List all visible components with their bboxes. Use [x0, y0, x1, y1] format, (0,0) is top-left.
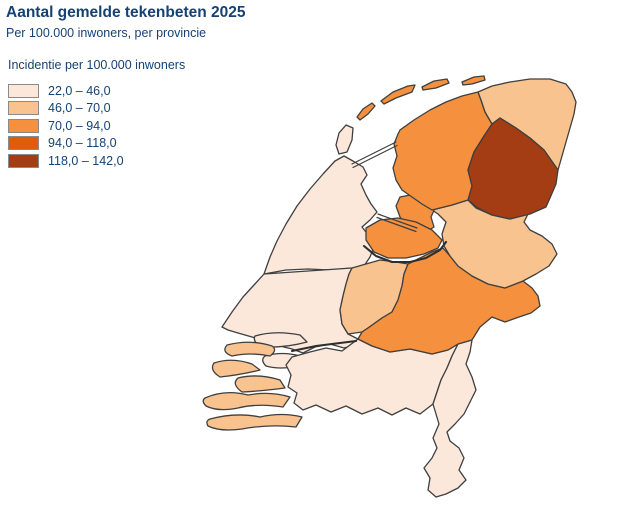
- island-tholen[interactable]: [234, 375, 286, 393]
- legend-label-class3: 70,0 – 94,0: [48, 118, 111, 133]
- province-flevoland[interactable]: [365, 217, 443, 259]
- province-limburg[interactable]: [423, 339, 477, 498]
- legend-swatch-class4: [8, 136, 39, 151]
- legend-title: Incidentie per 100.000 inwoners: [8, 58, 186, 72]
- legend-item: 94,0 – 118,0: [8, 135, 185, 153]
- houtribdijk-line: [377, 213, 418, 229]
- header: Aantal gemelde tekenbeten 2025 Per 100.0…: [6, 4, 246, 40]
- legend-swatch-class3: [8, 118, 39, 133]
- island-walcheren-beveland[interactable]: [202, 391, 291, 411]
- legend-item: 70,0 – 94,0: [8, 117, 185, 135]
- region-zeeuws-vlaanderen[interactable]: [206, 413, 303, 431]
- legend-swatch-class2: [8, 101, 39, 116]
- page-title: Aantal gemelde tekenbeten 2025: [6, 4, 246, 21]
- island-terschelling[interactable]: [380, 84, 416, 105]
- island-ameland[interactable]: [421, 78, 450, 91]
- legend-label-class5: 118,0 – 142,0: [48, 153, 124, 168]
- province-zeeland[interactable]: [224, 341, 276, 357]
- merwede-waterline: [290, 339, 358, 353]
- legend-item: 118,0 – 142,0: [8, 152, 185, 170]
- province-noord-holland[interactable]: [263, 155, 378, 275]
- island-texel[interactable]: [335, 124, 354, 155]
- legend-label-class2: 46,0 – 70,0: [48, 101, 111, 116]
- afsluitdijk-line: [351, 141, 397, 165]
- island-vlieland[interactable]: [356, 102, 376, 121]
- afsluitdijk-line: [352, 144, 398, 169]
- legend-swatch-class1: [8, 83, 39, 98]
- island-schiermonnikoog[interactable]: [461, 75, 486, 86]
- legend-label-class4: 94,0 – 118,0: [48, 136, 117, 151]
- houtribdijk-line: [376, 216, 417, 233]
- legend-item: 46,0 – 70,0: [8, 100, 185, 118]
- legend: Incidentie per 100.000 inwoners 22,0 – 4…: [8, 58, 185, 170]
- island-schouwen[interactable]: [211, 359, 261, 378]
- province-drenthe[interactable]: [467, 117, 559, 220]
- randmeren-waterline: [362, 240, 448, 264]
- legend-item: 22,0 – 46,0: [8, 82, 185, 100]
- page-subtitle: Per 100.000 inwoners, per provincie: [6, 25, 207, 40]
- legend-swatch-class5: [8, 153, 39, 168]
- legend-label-class1: 22,0 – 46,0: [48, 83, 111, 98]
